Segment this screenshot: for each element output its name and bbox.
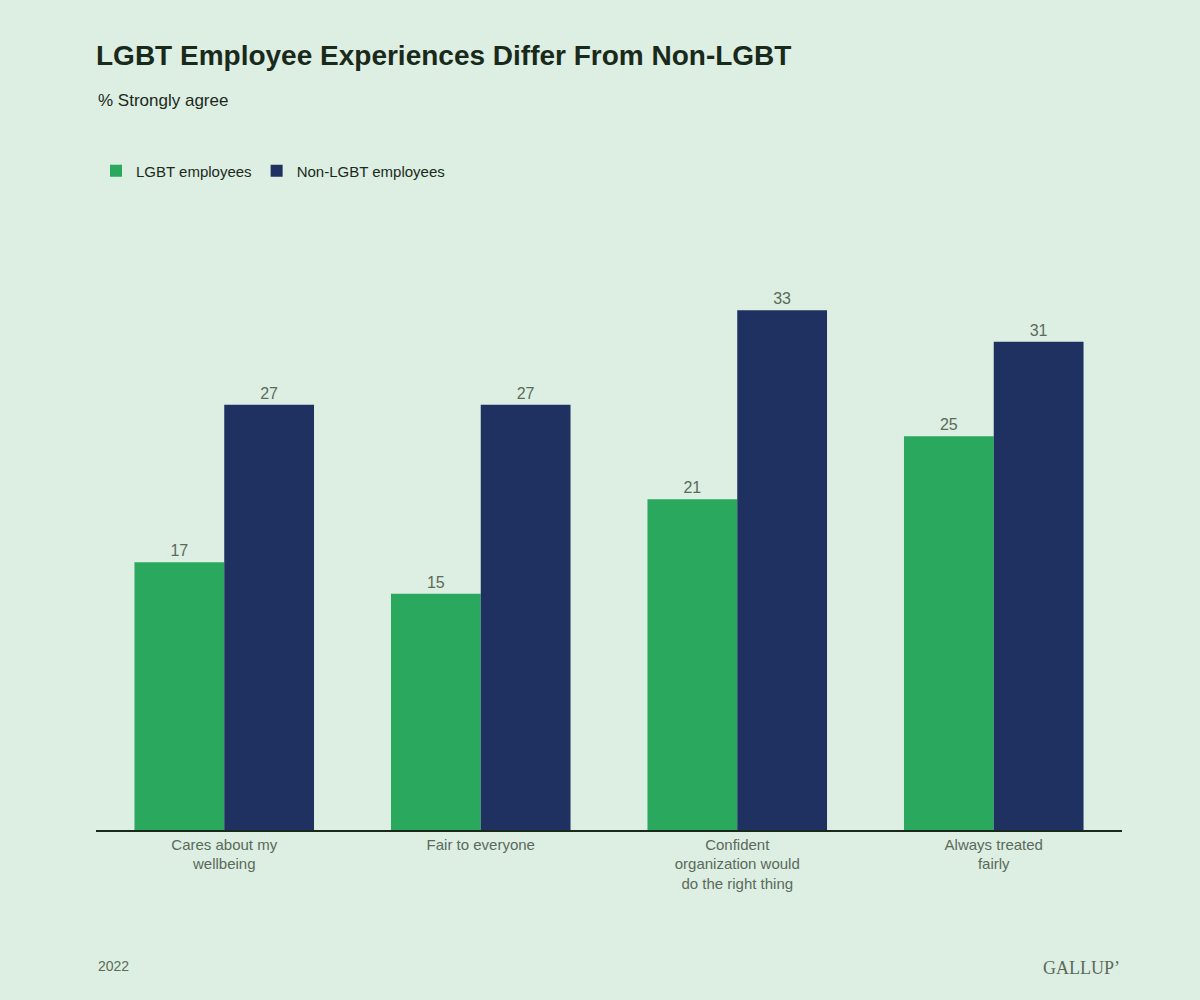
svg-text:25: 25 [940,416,958,433]
svg-text:2022: 2022 [98,958,129,974]
svg-text:LGBT Employee Experiences Diff: LGBT Employee Experiences Differ From No… [96,40,791,71]
svg-text:27: 27 [260,385,278,402]
svg-text:21: 21 [683,479,701,496]
svg-text:% Strongly agree: % Strongly agree [98,91,228,110]
svg-text:Fair to everyone: Fair to everyone [427,836,535,853]
svg-text:Cares about mywellbeing: Cares about mywellbeing [171,836,277,873]
svg-text:31: 31 [1030,322,1048,339]
svg-text:15: 15 [427,574,445,591]
svg-text:LGBT employees: LGBT employees [136,163,252,180]
svg-text:Non-LGBT employees: Non-LGBT employees [297,163,445,180]
svg-text:GALLUPʼ: GALLUPʼ [1043,958,1120,978]
svg-text:27: 27 [517,385,535,402]
svg-text:17: 17 [170,542,188,559]
svg-text:33: 33 [773,290,791,307]
svg-text:Always treatedfairly: Always treatedfairly [945,836,1043,873]
svg-text:Confidentorganization woulddo: Confidentorganization woulddo the right … [675,836,800,892]
